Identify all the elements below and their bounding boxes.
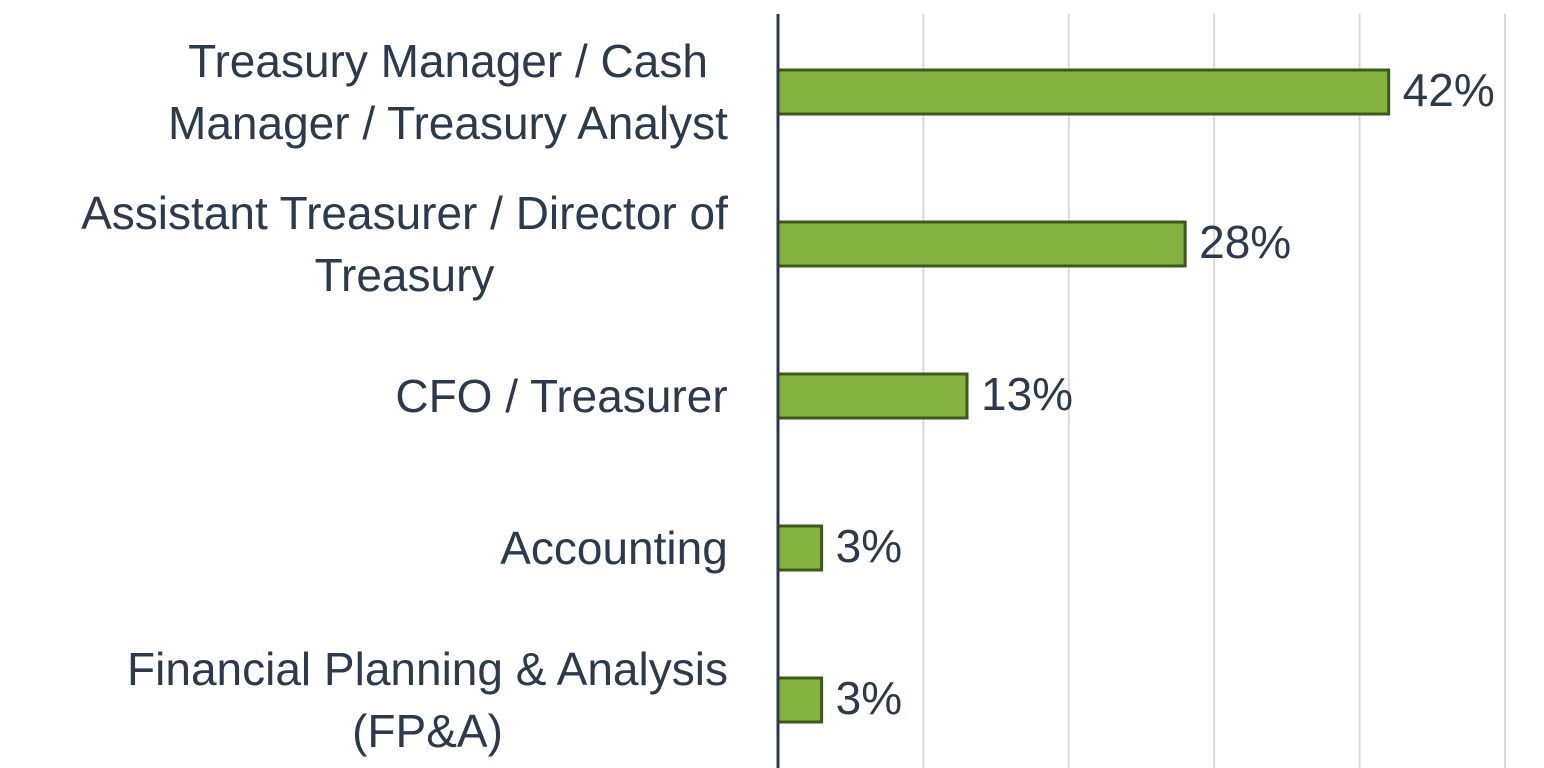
bar — [776, 220, 1187, 268]
category-label: Financial Planning & Analysis (FP&A) — [127, 643, 728, 757]
value-label: 3% — [836, 672, 902, 724]
category-label: Accounting — [500, 522, 728, 574]
bar — [776, 68, 1391, 116]
category-label: Assistant Treasurer / Director of Treasu… — [81, 187, 728, 301]
value-label: 42% — [1403, 64, 1495, 116]
value-label: 3% — [836, 520, 902, 572]
bar — [776, 524, 824, 572]
category-label: Treasury Manager / Cash Manager / Treasu… — [168, 35, 728, 149]
bar — [776, 372, 969, 420]
value-label: 13% — [981, 368, 1073, 420]
bar — [776, 676, 824, 724]
category-label: CFO / Treasurer — [395, 370, 728, 422]
value-label: 28% — [1199, 216, 1291, 268]
